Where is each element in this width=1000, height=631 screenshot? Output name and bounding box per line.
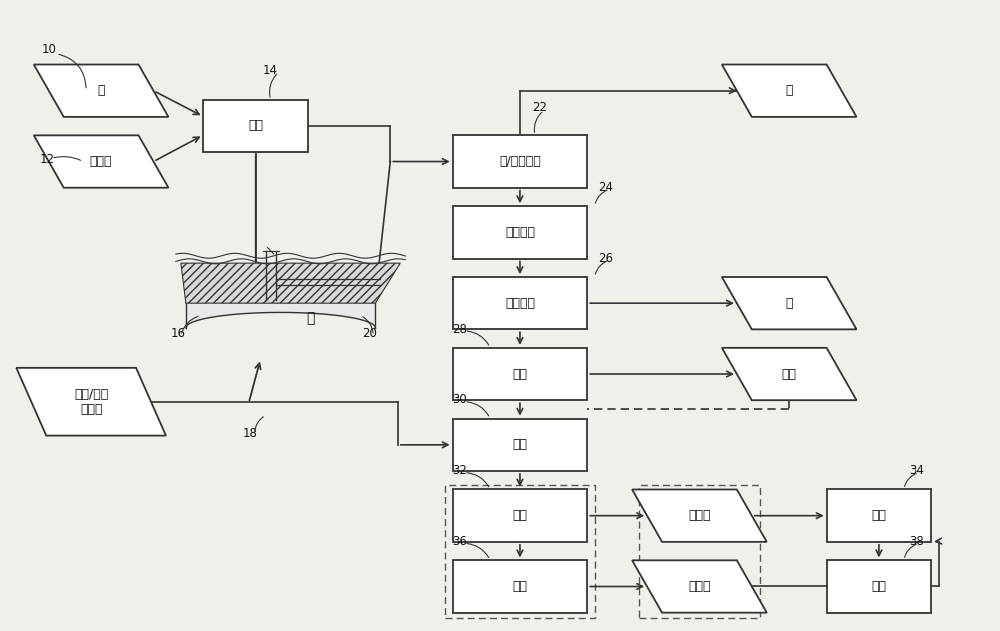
Text: 混合: 混合 xyxy=(512,439,527,451)
Polygon shape xyxy=(722,277,857,329)
Polygon shape xyxy=(186,300,375,328)
FancyBboxPatch shape xyxy=(453,206,587,259)
Polygon shape xyxy=(34,135,168,187)
Text: 30: 30 xyxy=(452,393,467,406)
FancyBboxPatch shape xyxy=(453,348,587,400)
Polygon shape xyxy=(181,263,400,303)
Text: 24: 24 xyxy=(598,181,613,194)
Text: 发电: 发电 xyxy=(871,580,886,593)
FancyBboxPatch shape xyxy=(453,490,587,542)
Text: 油: 油 xyxy=(306,312,315,326)
Text: 气化: 气化 xyxy=(512,580,527,593)
Text: 16: 16 xyxy=(171,327,186,341)
Polygon shape xyxy=(16,368,166,435)
FancyBboxPatch shape xyxy=(453,560,587,613)
Text: 裂解: 裂解 xyxy=(512,509,527,522)
Text: 32: 32 xyxy=(452,464,467,477)
Text: 14: 14 xyxy=(263,64,278,77)
Polygon shape xyxy=(34,64,168,117)
Text: 合成气: 合成气 xyxy=(688,580,711,593)
Text: 干燥: 干燥 xyxy=(512,367,527,380)
FancyBboxPatch shape xyxy=(827,560,931,613)
FancyBboxPatch shape xyxy=(203,100,308,152)
Text: 水: 水 xyxy=(785,297,793,310)
Text: 36: 36 xyxy=(452,535,467,548)
Polygon shape xyxy=(632,490,767,542)
Text: 聚合物: 聚合物 xyxy=(90,155,112,168)
FancyBboxPatch shape xyxy=(453,277,587,329)
Text: 混合: 混合 xyxy=(248,119,263,133)
Text: 裂解气: 裂解气 xyxy=(688,509,711,522)
Text: 20: 20 xyxy=(362,327,377,341)
Text: 18: 18 xyxy=(243,427,258,440)
FancyBboxPatch shape xyxy=(453,135,587,187)
Text: 水/油分离器: 水/油分离器 xyxy=(499,155,541,168)
Text: 人类/消费
者废物: 人类/消费 者废物 xyxy=(74,387,108,416)
Text: 38: 38 xyxy=(909,535,924,548)
Polygon shape xyxy=(722,64,857,117)
Text: 26: 26 xyxy=(598,252,613,265)
Text: 12: 12 xyxy=(39,153,54,166)
Text: 水: 水 xyxy=(97,84,105,97)
Text: 22: 22 xyxy=(532,101,547,114)
Text: 蒸汽: 蒸汽 xyxy=(782,367,797,380)
FancyBboxPatch shape xyxy=(827,490,931,542)
Text: 28: 28 xyxy=(452,322,467,336)
Text: 10: 10 xyxy=(41,43,56,56)
FancyBboxPatch shape xyxy=(453,418,587,471)
Polygon shape xyxy=(722,348,857,400)
Text: 燃烧: 燃烧 xyxy=(871,509,886,522)
Text: 固液分离: 固液分离 xyxy=(505,297,535,310)
Text: 34: 34 xyxy=(909,464,924,477)
Text: 固体沉淀: 固体沉淀 xyxy=(505,226,535,239)
Text: 油: 油 xyxy=(785,84,793,97)
Polygon shape xyxy=(632,560,767,613)
